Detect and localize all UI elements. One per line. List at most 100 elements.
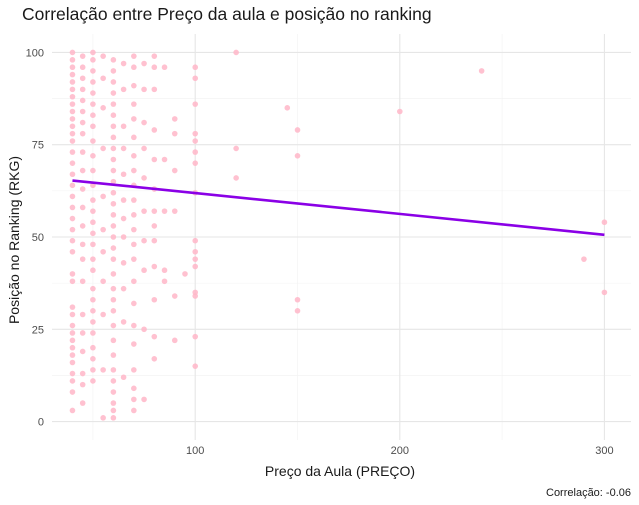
data-point bbox=[131, 226, 137, 233]
data-point bbox=[171, 130, 178, 137]
data-point bbox=[151, 127, 158, 133]
data-point bbox=[100, 226, 106, 233]
data-point bbox=[90, 285, 96, 292]
data-point bbox=[120, 86, 127, 93]
data-point bbox=[131, 82, 137, 89]
chart-title: Correlação entre Preço da aula e posição… bbox=[22, 4, 432, 24]
data-point bbox=[69, 370, 76, 377]
data-point bbox=[90, 219, 96, 226]
data-point bbox=[79, 348, 86, 355]
data-point bbox=[100, 367, 106, 373]
data-point bbox=[131, 116, 137, 122]
data-point bbox=[141, 175, 147, 181]
data-point bbox=[131, 407, 137, 414]
data-point bbox=[110, 156, 117, 163]
correlation-caption: Correlação: -0.06 bbox=[546, 487, 631, 499]
data-point bbox=[151, 237, 158, 244]
data-point bbox=[79, 370, 86, 377]
data-point bbox=[90, 68, 96, 74]
data-point bbox=[161, 156, 168, 163]
data-point bbox=[69, 389, 76, 395]
data-point bbox=[110, 308, 117, 314]
data-point bbox=[79, 97, 86, 104]
data-point bbox=[192, 263, 199, 270]
data-point bbox=[90, 356, 96, 362]
data-point bbox=[141, 237, 147, 244]
data-point bbox=[100, 248, 106, 255]
data-point bbox=[69, 337, 76, 344]
data-point bbox=[100, 145, 106, 152]
data-point bbox=[294, 308, 301, 314]
data-point bbox=[90, 367, 96, 373]
y-tick-label: 100 bbox=[26, 47, 44, 59]
data-point bbox=[131, 64, 137, 71]
data-point bbox=[110, 400, 117, 406]
data-point bbox=[69, 311, 76, 318]
data-point bbox=[233, 49, 239, 56]
data-point bbox=[110, 234, 117, 240]
data-point bbox=[69, 407, 76, 414]
data-point bbox=[131, 396, 137, 403]
data-point bbox=[100, 193, 106, 200]
data-point bbox=[141, 267, 147, 274]
data-point bbox=[171, 337, 178, 344]
data-point bbox=[131, 278, 137, 285]
data-point bbox=[120, 197, 127, 203]
data-point bbox=[79, 119, 86, 126]
data-point bbox=[171, 167, 178, 174]
data-point bbox=[69, 182, 76, 189]
x-tick-label: 200 bbox=[391, 445, 409, 457]
data-point bbox=[192, 333, 199, 340]
data-point bbox=[110, 337, 117, 344]
data-point bbox=[171, 293, 178, 299]
data-point bbox=[69, 171, 76, 178]
data-point bbox=[79, 130, 86, 137]
data-point bbox=[90, 256, 96, 262]
data-point bbox=[79, 256, 86, 262]
data-point bbox=[110, 352, 117, 358]
data-point bbox=[69, 304, 76, 310]
data-point bbox=[90, 230, 96, 237]
data-point bbox=[151, 64, 158, 71]
data-point bbox=[69, 248, 76, 255]
y-tick-label: 50 bbox=[32, 232, 44, 244]
data-point bbox=[69, 71, 76, 78]
data-point bbox=[110, 145, 117, 152]
data-point bbox=[90, 123, 96, 130]
data-point bbox=[131, 367, 137, 373]
data-point bbox=[131, 385, 137, 392]
data-point bbox=[69, 204, 76, 211]
data-point bbox=[110, 68, 117, 74]
data-point bbox=[100, 415, 106, 421]
x-tick-label: 100 bbox=[186, 445, 204, 457]
data-point bbox=[69, 116, 76, 122]
data-point bbox=[79, 108, 86, 115]
data-point bbox=[69, 101, 76, 107]
data-point bbox=[90, 197, 96, 203]
data-point bbox=[120, 60, 127, 67]
data-point bbox=[131, 341, 137, 347]
data-points bbox=[69, 49, 608, 421]
grid bbox=[52, 34, 631, 440]
data-point bbox=[110, 223, 117, 229]
data-point bbox=[90, 378, 96, 384]
data-point bbox=[90, 101, 96, 107]
data-point bbox=[90, 153, 96, 159]
data-point bbox=[131, 101, 137, 107]
data-point bbox=[110, 57, 117, 63]
data-point bbox=[79, 75, 86, 82]
data-point bbox=[151, 53, 158, 59]
data-point bbox=[192, 149, 199, 155]
data-point bbox=[110, 167, 117, 174]
data-point bbox=[69, 271, 76, 277]
data-point bbox=[69, 79, 76, 85]
data-point bbox=[131, 256, 137, 262]
data-point bbox=[69, 86, 76, 93]
data-point bbox=[120, 145, 127, 152]
data-point bbox=[69, 378, 76, 384]
data-point bbox=[110, 378, 117, 384]
y-axis-title: Posição no Ranking (RKG) bbox=[6, 156, 22, 324]
data-point bbox=[69, 123, 76, 130]
data-point bbox=[90, 208, 96, 214]
data-point bbox=[110, 271, 117, 277]
